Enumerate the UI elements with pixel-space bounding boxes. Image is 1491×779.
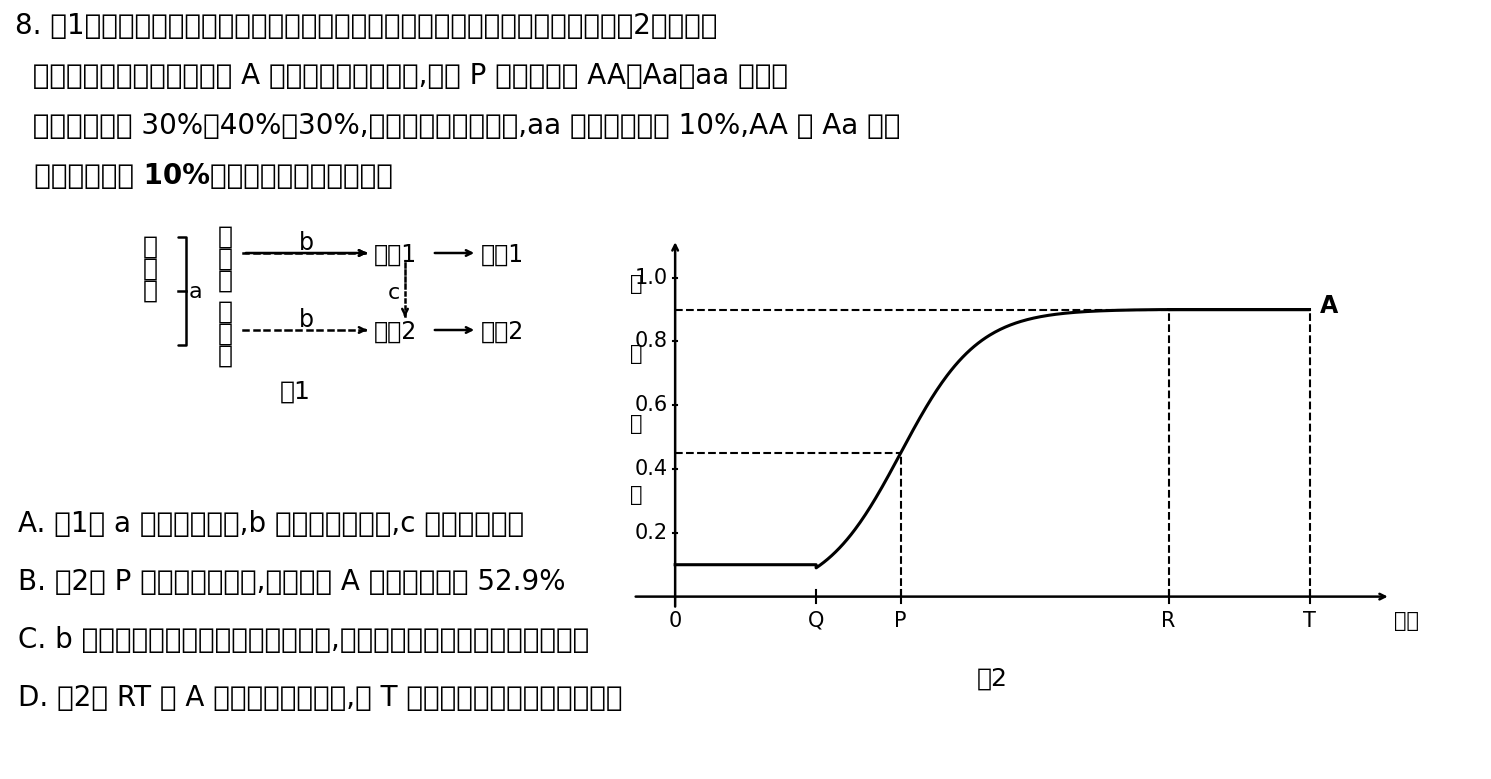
Text: c: c [388,283,400,302]
Text: 型频率分别为 30%、40%、30%,由于生存环境的变化,aa 个体每年减少 10%,AA 和 Aa 个体: 型频率分别为 30%、40%、30%,由于生存环境的变化,aa 个体每年减少 1… [15,112,901,140]
Text: Q: Q [808,611,825,631]
Text: 图2: 图2 [977,667,1008,691]
Text: A: A [1320,294,1339,319]
Text: D. 图2中 RT 段 A 基因频率保持稳定,在 T 之后种群乙仍可能会发生进化: D. 图2中 RT 段 A 基因频率保持稳定,在 T 之后种群乙仍可能会发生进化 [18,684,623,712]
Text: 种: 种 [218,300,233,324]
Text: B. 图2中 P 点后的下一年中,种群乙中 A 的基因频率为 52.9%: B. 图2中 P 点后的下一年中,种群乙中 A 的基因频率为 52.9% [18,568,565,596]
Text: 物种2: 物种2 [482,320,525,344]
Text: 群: 群 [218,322,233,346]
Text: 在被河流分割后某时间段内 A 基因频率的变化情况,其中 P 年时种群乙 AA、Aa、aa 的基因: 在被河流分割后某时间段内 A 基因频率的变化情况,其中 P 年时种群乙 AA、A… [15,62,789,90]
Text: 0.2: 0.2 [635,523,668,543]
Text: 种: 种 [218,225,233,249]
Text: 因: 因 [631,344,643,365]
Text: 物种1: 物种1 [482,243,525,267]
Text: 甲: 甲 [218,269,233,293]
Text: b: b [300,231,315,255]
Text: 品系2: 品系2 [374,320,417,344]
Text: 品系1: 品系1 [374,243,417,267]
Text: 种: 种 [143,257,158,281]
Text: a: a [189,282,203,302]
Text: 图1: 图1 [280,380,310,404]
Text: 0.6: 0.6 [635,395,668,415]
Text: C. b 过程会定向改变两种群的基因频率,最终使两种群的基因库有较大差异: C. b 过程会定向改变两种群的基因频率,最终使两种群的基因库有较大差异 [18,626,589,654]
Text: A. 图1中 a 表示地理隔离,b 表示可遗传变异,c 表示生殖隔离: A. 图1中 a 表示地理隔离,b 表示可遗传变异,c 表示生殖隔离 [18,510,525,538]
Text: R: R [1161,611,1176,631]
Text: 8. 图1为某种老鼠种群被一条河流分割成甲、乙两个种群后的进化过程示意图。图2为种群乙: 8. 图1为某种老鼠种群被一条河流分割成甲、乙两个种群后的进化过程示意图。图2为… [15,12,717,40]
Text: 原: 原 [143,235,158,259]
Text: 0.8: 0.8 [635,331,668,351]
Text: 1.0: 1.0 [635,268,668,287]
Text: 频: 频 [631,414,643,435]
Text: T: T [1303,611,1317,631]
Text: 0: 0 [668,611,681,631]
Text: 群: 群 [218,247,233,271]
Text: 率: 率 [631,485,643,505]
Text: 群: 群 [143,279,158,303]
Text: 时间: 时间 [1394,611,1419,631]
Text: 乙: 乙 [218,344,233,368]
Text: P: P [895,611,907,631]
Text: b: b [300,308,315,332]
Text: 0.4: 0.4 [635,459,668,479]
Text: 每年分别增加 10%。下列相关叙述错误的是: 每年分别增加 10%。下列相关叙述错误的是 [15,162,392,190]
Text: 基: 基 [631,274,643,294]
